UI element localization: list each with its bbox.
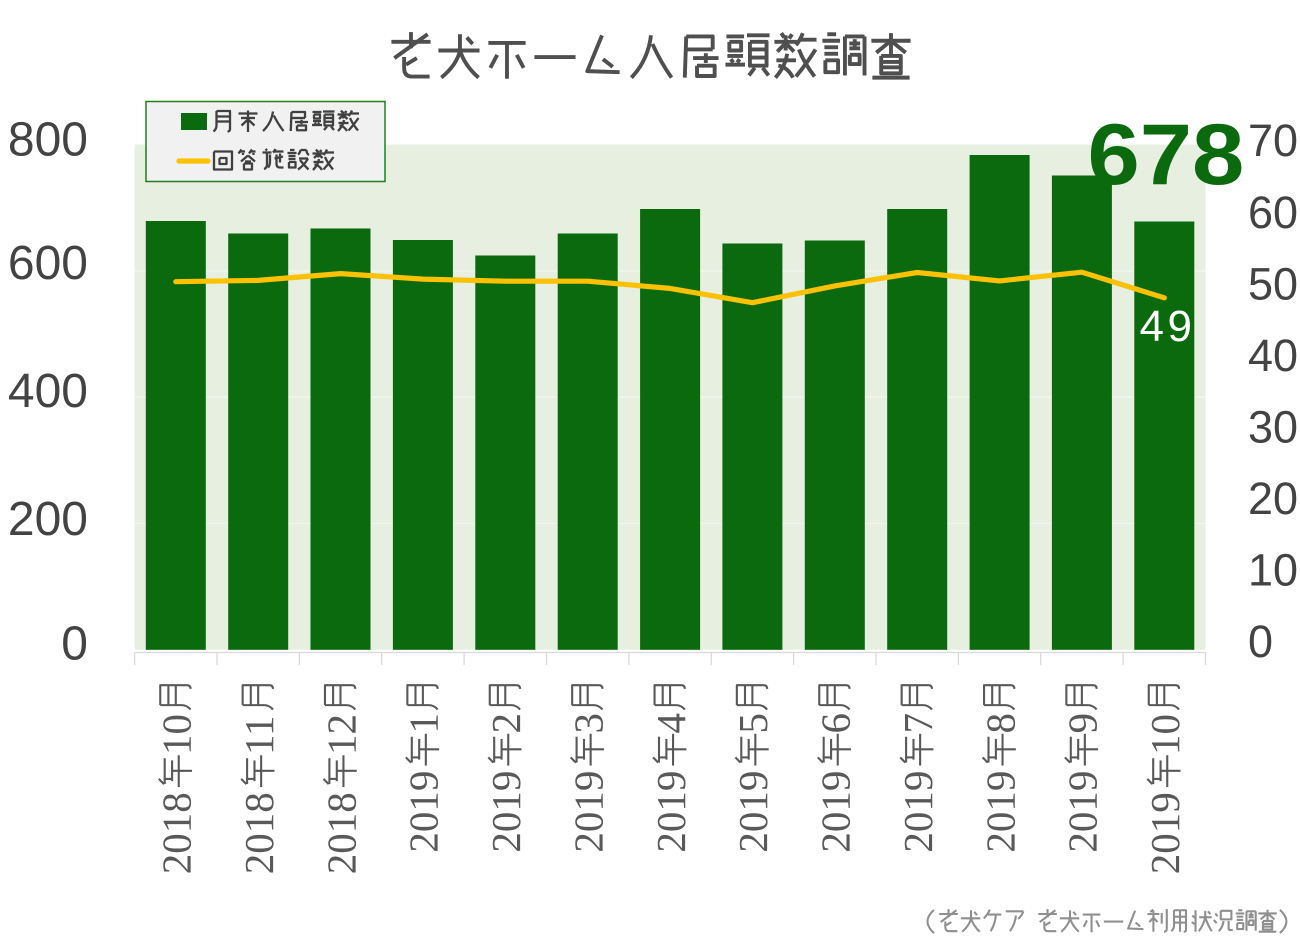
svg-text:5: 5 bbox=[730, 713, 776, 734]
svg-text:50: 50 bbox=[1248, 258, 1298, 309]
svg-text:7: 7 bbox=[895, 713, 941, 734]
svg-text:2019: 2019 bbox=[977, 771, 1023, 853]
svg-text:600: 600 bbox=[8, 237, 88, 290]
svg-text:10: 10 bbox=[154, 714, 200, 755]
svg-text:10: 10 bbox=[1248, 545, 1298, 596]
svg-text:11: 11 bbox=[236, 716, 282, 755]
svg-text:12: 12 bbox=[318, 714, 364, 755]
svg-text:2019: 2019 bbox=[648, 771, 694, 853]
svg-text:678: 678 bbox=[1088, 107, 1245, 203]
svg-text:70: 70 bbox=[1248, 115, 1298, 166]
svg-text:0: 0 bbox=[1248, 616, 1273, 667]
svg-text:3: 3 bbox=[566, 713, 612, 734]
svg-text:2019: 2019 bbox=[813, 771, 859, 853]
svg-text:2018: 2018 bbox=[318, 792, 364, 874]
svg-text:8: 8 bbox=[977, 713, 1023, 734]
svg-text:20: 20 bbox=[1248, 473, 1298, 524]
svg-text:2019: 2019 bbox=[895, 771, 941, 853]
svg-text:2019: 2019 bbox=[1060, 771, 1106, 853]
svg-text:2018: 2018 bbox=[154, 792, 200, 874]
svg-text:40: 40 bbox=[1248, 330, 1298, 381]
svg-text:0: 0 bbox=[61, 617, 88, 670]
svg-text:2019: 2019 bbox=[483, 771, 529, 853]
svg-text:60: 60 bbox=[1248, 187, 1298, 238]
svg-text:2019: 2019 bbox=[566, 771, 612, 853]
svg-text:2019: 2019 bbox=[1142, 792, 1188, 874]
svg-text:200: 200 bbox=[8, 493, 88, 546]
svg-text:6: 6 bbox=[813, 713, 859, 734]
svg-text:9: 9 bbox=[1060, 713, 1106, 734]
svg-text:4: 4 bbox=[648, 713, 694, 734]
svg-text:2019: 2019 bbox=[730, 771, 776, 853]
svg-text:49: 49 bbox=[1140, 302, 1196, 351]
svg-text:2019: 2019 bbox=[401, 771, 447, 853]
svg-text:1: 1 bbox=[401, 713, 447, 734]
svg-text:2018: 2018 bbox=[236, 792, 282, 874]
svg-text:2: 2 bbox=[483, 713, 529, 734]
svg-text:800: 800 bbox=[8, 114, 88, 167]
svg-text:400: 400 bbox=[8, 365, 88, 418]
svg-text:10: 10 bbox=[1142, 714, 1188, 755]
svg-text:30: 30 bbox=[1248, 401, 1298, 452]
